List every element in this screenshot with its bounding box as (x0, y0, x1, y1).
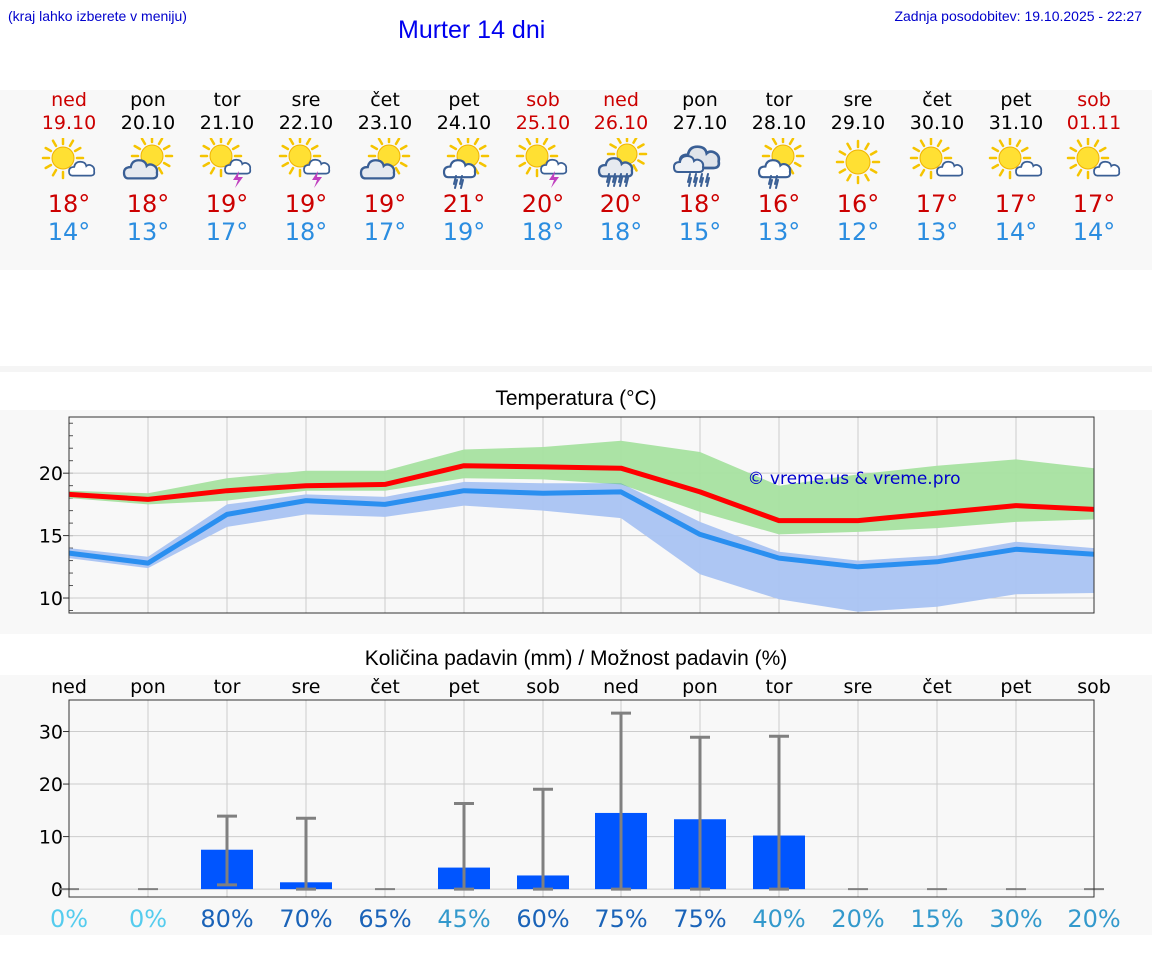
day-name: sre (843, 89, 873, 111)
day-name: pet (1000, 89, 1032, 111)
max-temperature: 17° (994, 190, 1038, 218)
min-temperature: 14° (994, 218, 1038, 246)
max-temperature: 18° (47, 190, 91, 218)
min-temperature: 18° (284, 218, 328, 246)
precipitation-chart-title: Količina padavin (mm) / Možnost padavin … (364, 647, 788, 670)
day-column: čet 23.10 19° 17° (340, 88, 430, 246)
day-date: 27.10 (672, 112, 728, 134)
day-column: pon 27.10 18° 15° (655, 88, 745, 246)
sun-icon (828, 138, 888, 190)
sun-thunder-icon (276, 134, 336, 190)
day-name: pet (448, 89, 480, 111)
day-column: sob 01.11 17° 14° (1049, 88, 1139, 246)
max-temperature: 19° (205, 190, 249, 218)
day-name: tor (765, 89, 793, 111)
max-temperature: 19° (363, 190, 407, 218)
day-column: tor 21.10 19° 17° (182, 88, 272, 246)
min-temperature: 12° (836, 218, 880, 246)
day-column: ned 26.10 20° 18° (576, 88, 666, 246)
sun-cloud-heavy-rain-icon (591, 133, 651, 190)
min-temperature: 14° (47, 218, 91, 246)
day-date: 31.10 (988, 112, 1044, 134)
max-temperature: 21° (442, 190, 486, 218)
day-name: sob (1077, 89, 1111, 111)
day-date: 26.10 (593, 112, 649, 134)
max-temperature: 19° (284, 190, 328, 218)
min-temperature: 13° (915, 218, 959, 246)
sun-thunder-icon (513, 134, 573, 190)
day-column: sre 22.10 19° 18° (261, 88, 351, 246)
day-name: pon (130, 89, 166, 111)
day-date: 20.10 (120, 112, 176, 134)
day-name: sre (291, 89, 321, 111)
sun-cloud-icon (1064, 136, 1124, 190)
min-temperature: 14° (1072, 218, 1116, 246)
day-date: 19.10 (41, 112, 97, 134)
max-temperature: 20° (521, 190, 565, 218)
day-column: sob 25.10 20° 18° (498, 88, 588, 246)
day-date: 22.10 (278, 112, 334, 134)
day-name: čet (370, 89, 400, 111)
day-column: pet 31.10 17° 14° (971, 88, 1061, 246)
min-temperature: 18° (521, 218, 565, 246)
day-column: pon 20.10 18° 13° (103, 88, 193, 246)
sun-behind-cloud-icon (118, 134, 178, 190)
temperature-chart-title: Temperatura (°C) (495, 387, 657, 410)
day-name: ned (51, 89, 87, 111)
forecast-strip (0, 90, 1152, 270)
sun-thunder-icon (197, 134, 257, 190)
min-temperature: 13° (757, 218, 801, 246)
day-name: ned (603, 89, 639, 111)
max-temperature: 17° (1072, 190, 1116, 218)
day-column: tor 28.10 16° 13° (734, 88, 824, 246)
sun-cloud-icon (907, 136, 967, 190)
day-date: 21.10 (199, 112, 255, 134)
day-date: 23.10 (357, 112, 413, 134)
region-hint: (kraj lahko izberete v meniju) (8, 8, 187, 24)
max-temperature: 17° (915, 190, 959, 218)
day-column: sre 29.10 16° 12° (813, 88, 903, 246)
cloud-heavy-rain-icon (670, 138, 730, 190)
min-temperature: 17° (363, 218, 407, 246)
day-name: pon (682, 89, 718, 111)
last-update: Zadnja posodobitev: 19.10.2025 - 22:27 (894, 8, 1142, 24)
max-temperature: 16° (757, 190, 801, 218)
sun-behind-cloud-icon (355, 134, 415, 190)
max-temperature: 18° (126, 190, 170, 218)
min-temperature: 13° (126, 218, 170, 246)
separator-strip (0, 366, 1152, 372)
min-temperature: 19° (442, 218, 486, 246)
min-temperature: 15° (678, 218, 722, 246)
day-name: tor (213, 89, 241, 111)
day-date: 29.10 (830, 112, 886, 134)
sun-cloud-icon (39, 136, 99, 190)
max-temperature: 16° (836, 190, 880, 218)
day-name: čet (922, 89, 952, 111)
max-temperature: 20° (599, 190, 643, 218)
day-column: pet 24.10 21° 19° (419, 88, 509, 246)
page-title: Murter 14 dni (398, 16, 546, 44)
day-date: 28.10 (751, 112, 807, 134)
precipitation-panel (0, 675, 1152, 935)
day-column: ned 19.10 18° 14° (24, 88, 114, 246)
day-date: 01.11 (1066, 112, 1122, 134)
day-date: 24.10 (436, 112, 492, 134)
max-temperature: 18° (678, 190, 722, 218)
temperature-panel (0, 410, 1152, 634)
min-temperature: 18° (599, 218, 643, 246)
sun-cloud-rain-icon (749, 134, 809, 190)
day-date: 25.10 (515, 112, 571, 134)
day-column: čet 30.10 17° 13° (892, 88, 982, 246)
day-name: sob (526, 89, 560, 111)
min-temperature: 17° (205, 218, 249, 246)
sun-cloud-icon (986, 136, 1046, 190)
day-date: 30.10 (909, 112, 965, 134)
sun-cloud-rain-icon (434, 134, 494, 190)
